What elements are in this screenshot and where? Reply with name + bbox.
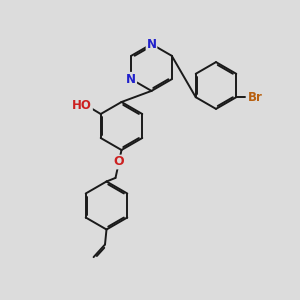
Text: N: N (146, 38, 157, 51)
Text: Br: Br (248, 91, 262, 104)
Text: O: O (114, 155, 124, 169)
Text: HO: HO (72, 99, 92, 112)
Text: N: N (126, 73, 136, 86)
